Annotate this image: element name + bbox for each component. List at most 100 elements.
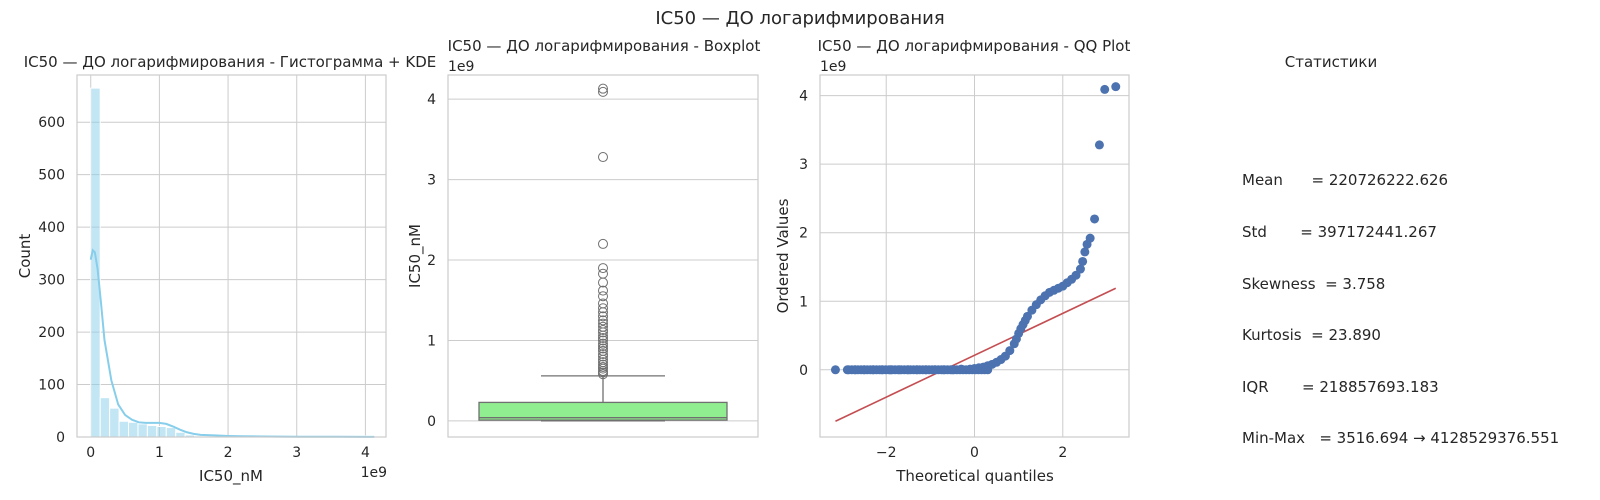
qq-point (1005, 346, 1015, 356)
histogram-bar (146, 424, 158, 438)
y-tick-label: 1 (427, 333, 436, 349)
qq-panel: IC50 — ДО логарифмирования - QQ Plot −2 0… (774, 37, 1130, 485)
outlier-point (598, 315, 608, 326)
qq-xlabel: Theoretical quantiles (895, 467, 1054, 485)
qq-point (868, 365, 878, 375)
outlier-point (598, 86, 608, 97)
histogram-ylabel: Count (16, 234, 34, 279)
histogram-bar (128, 421, 139, 438)
stats-line-kurtosis: Kurtosis = 23.890 (1242, 326, 1381, 345)
qq-point (1080, 247, 1090, 257)
histogram-bar (109, 407, 120, 438)
boxplot-title: IC50 — ДО логарифмирования - Boxplot (448, 37, 761, 55)
histogram-bar (175, 431, 186, 438)
y-tick-label: 200 (38, 325, 65, 341)
qq-point (947, 365, 957, 375)
kde-curve (89, 248, 375, 438)
stats-line-minmax: Min-Max = 3516.694 → 4128529376.551 (1242, 429, 1560, 448)
qq-point (1111, 82, 1121, 92)
y-tick-label: 2 (799, 226, 808, 242)
histogram-bar (99, 397, 111, 438)
outlier-point (598, 345, 608, 356)
y-tick-label: 4 (427, 92, 436, 108)
outlier-point (598, 341, 608, 352)
qq-point (1094, 140, 1104, 150)
qq-point (1085, 233, 1095, 243)
boxplot-frame (447, 74, 759, 438)
y-tick-label: 3 (427, 173, 436, 189)
outlier-point (598, 152, 608, 163)
qq-point (1100, 84, 1110, 94)
x-tick-label: 2 (224, 445, 233, 461)
outlier-point (598, 351, 608, 362)
outlier-point (598, 268, 608, 279)
histogram-bar (118, 420, 129, 438)
outlier-point (598, 263, 608, 274)
y-tick-label: 400 (38, 220, 65, 236)
y-tick-label: 4 (799, 89, 808, 105)
y-tick-label: 0 (56, 430, 65, 446)
x-tick-label: 2 (1058, 445, 1067, 461)
y-tick-label: 1 (799, 294, 808, 310)
qq-point (886, 365, 896, 375)
histogram-xlabel: IC50_nM (199, 467, 263, 486)
outlier-point (598, 362, 608, 373)
qq-point (877, 365, 887, 375)
y-tick-label: 600 (38, 115, 65, 131)
histogram-bar (90, 87, 101, 438)
stats-line-iqr: IQR = 218857693.183 (1242, 377, 1439, 396)
stats-line-std: Std = 397172441.267 (1242, 223, 1437, 242)
stats-line-mean: Mean = 220726222.626 (1242, 171, 1449, 190)
qq-point (912, 365, 922, 375)
stats-line-skewness: Skewness = 3.758 (1242, 274, 1386, 293)
x-tick-label: 3 (292, 445, 301, 461)
x-tick-label: 1 (155, 445, 164, 461)
y-tick-label: 0 (427, 414, 436, 430)
qq-point (1078, 256, 1088, 266)
qq-point (859, 365, 869, 375)
qq-title: IC50 — ДО логарифмирования - QQ Plot (818, 37, 1131, 55)
y-tick-label: 500 (38, 168, 65, 184)
histogram-bar (137, 423, 148, 438)
histogram-title: IC50 — ДО логарифмирования - Гистограмма… (24, 53, 437, 71)
outlier-point (598, 238, 608, 249)
qq-point (921, 365, 931, 375)
qq-point (842, 365, 852, 375)
stats-title: Статистики (1285, 53, 1377, 71)
qq-ylabel: Ordered Values (774, 198, 792, 313)
qq-point (956, 364, 966, 374)
y-tick-label: 3 (799, 157, 808, 173)
y-tick-label: 300 (38, 273, 65, 289)
qq-point (1075, 264, 1085, 274)
stats-text: Mean = 220726222.626 Std = 397172441.267… (1242, 138, 1559, 465)
histogram-bar (165, 427, 177, 438)
box-iqr (478, 401, 728, 421)
outlier-point (598, 349, 608, 360)
outlier-point (598, 338, 608, 349)
outlier-point (598, 298, 608, 309)
x-tick-label: −2 (876, 445, 897, 461)
boxplot-y-offset: 1e9 (448, 59, 474, 75)
qq-y-offset: 1e9 (820, 59, 846, 75)
outlier-point (598, 285, 608, 296)
qq-frame (819, 74, 1130, 438)
histogram-x-offset: 1e9 (361, 465, 387, 481)
qq-point (1090, 214, 1100, 224)
boxplot-panel: IC50 — ДО логарифмирования - Boxplot 0 1 2… (406, 37, 761, 438)
outlier-point (598, 83, 608, 94)
outlier-point (598, 303, 608, 314)
histogram-frame (76, 74, 387, 438)
qq-point (894, 365, 904, 375)
outlier-point (598, 321, 608, 332)
figure-title: IC50 — ДО логарифмирования (655, 8, 944, 29)
qq-point (850, 365, 860, 375)
outlier-point (598, 335, 608, 346)
x-tick-label: 0 (970, 445, 979, 461)
histogram-bar (156, 426, 167, 438)
x-tick-label: 4 (361, 445, 370, 461)
outlier-point (598, 318, 608, 329)
outlier-point (598, 311, 608, 322)
outlier-point (598, 325, 608, 336)
outlier-point (598, 359, 608, 370)
qq-point (930, 365, 940, 375)
